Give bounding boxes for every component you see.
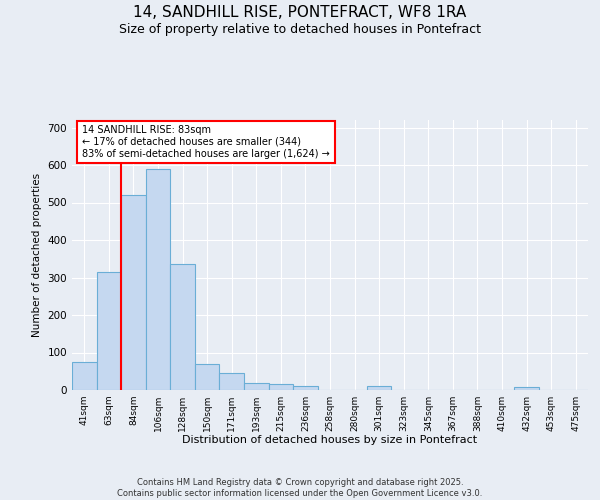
Bar	[220, 373, 244, 390]
Text: 14 SANDHILL RISE: 83sqm
← 17% of detached houses are smaller (344)
83% of semi-d: 14 SANDHILL RISE: 83sqm ← 17% of detache…	[82, 126, 330, 158]
Text: Distribution of detached houses by size in Pontefract: Distribution of detached houses by size …	[182, 435, 478, 445]
Bar	[97, 272, 121, 390]
Text: Size of property relative to detached houses in Pontefract: Size of property relative to detached ho…	[119, 22, 481, 36]
Bar	[72, 362, 97, 390]
Bar	[146, 169, 170, 390]
Bar	[244, 382, 269, 390]
Bar	[121, 195, 146, 390]
Bar	[195, 364, 220, 390]
Bar	[269, 384, 293, 390]
Bar	[170, 264, 195, 390]
Bar	[514, 388, 539, 390]
Text: 14, SANDHILL RISE, PONTEFRACT, WF8 1RA: 14, SANDHILL RISE, PONTEFRACT, WF8 1RA	[133, 5, 467, 20]
Y-axis label: Number of detached properties: Number of detached properties	[32, 173, 42, 337]
Bar	[293, 386, 318, 390]
Text: Contains HM Land Registry data © Crown copyright and database right 2025.
Contai: Contains HM Land Registry data © Crown c…	[118, 478, 482, 498]
Bar	[367, 386, 391, 390]
